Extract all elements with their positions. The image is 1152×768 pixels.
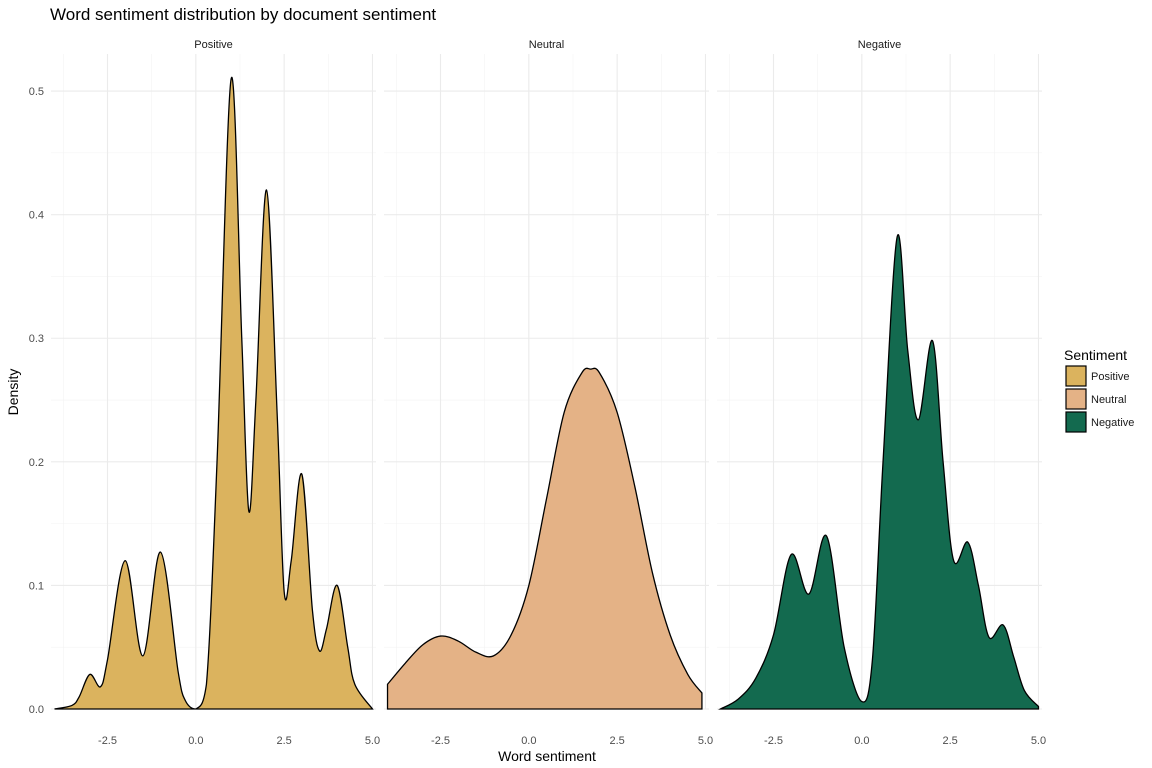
- x-tick-label: 0.0: [188, 735, 203, 747]
- facet-panel-neutral: Neutral -2.5 0.0 2.5 5.0: [384, 39, 713, 747]
- x-tick-label: 0.0: [521, 735, 536, 747]
- x-tick-label: 5.0: [698, 735, 713, 747]
- x-tick-label: -2.5: [764, 735, 783, 747]
- legend-label: Neutral: [1091, 394, 1126, 406]
- facet-panels: Positive -2.5 0.0 2.5 5.0 Neutral -2.5 0.0 2.5 5.…: [51, 39, 1046, 747]
- legend-swatch-negative: [1065, 411, 1087, 433]
- y-tick-label: 0.4: [29, 210, 44, 222]
- y-tick-label: 0.5: [29, 86, 44, 98]
- facet-panel-positive: Positive -2.5 0.0 2.5 5.0: [51, 39, 380, 747]
- x-tick-label: -2.5: [431, 735, 450, 747]
- x-axis-title: Word sentiment: [498, 748, 596, 764]
- facet-panel-negative: Negative -2.5 0.0 2.5 5.0: [717, 39, 1046, 747]
- legend-label: Positive: [1091, 371, 1130, 383]
- x-tick-label: -2.5: [98, 735, 117, 747]
- y-axis-title: Density: [5, 369, 21, 416]
- x-tick-label: 5.0: [365, 735, 380, 747]
- x-tick-label: 2.5: [610, 735, 625, 747]
- y-tick-label: 0.0: [29, 704, 44, 716]
- legend-label: Negative: [1091, 417, 1134, 429]
- density-area-negative: [718, 234, 1040, 710]
- y-tick-label: 0.2: [29, 457, 44, 469]
- x-tick-label: 0.0: [854, 735, 869, 747]
- facet-strip-label: Positive: [194, 39, 233, 51]
- y-tick-label: 0.3: [29, 333, 44, 345]
- y-tick-label: 0.1: [29, 580, 44, 592]
- density-area-positive: [54, 76, 374, 710]
- chart-title: Word sentiment distribution by document …: [50, 5, 436, 24]
- y-axis: 0.0 0.1 0.2 0.3 0.4 0.5: [29, 86, 44, 716]
- facet-strip-label: Neutral: [529, 39, 564, 51]
- legend-swatch-neutral: [1065, 388, 1087, 410]
- x-tick-label: 2.5: [943, 735, 958, 747]
- facet-strip-label: Negative: [858, 39, 901, 51]
- x-tick-label: 5.0: [1031, 735, 1046, 747]
- x-tick-label: 2.5: [277, 735, 292, 747]
- legend: Sentiment Positive Neutral Negative: [1064, 347, 1134, 433]
- density-area-neutral: [386, 367, 703, 710]
- legend-title: Sentiment: [1064, 347, 1127, 363]
- legend-swatch-positive: [1065, 365, 1087, 387]
